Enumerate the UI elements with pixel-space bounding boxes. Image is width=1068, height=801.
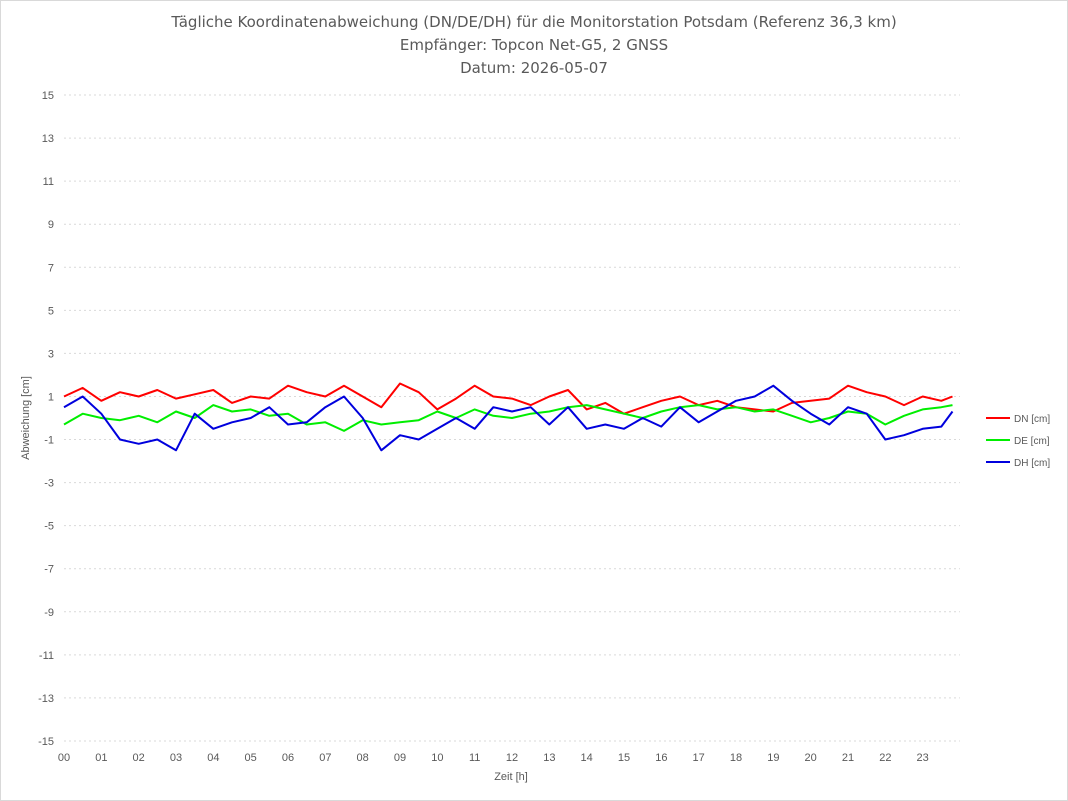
legend-label: DN [cm] (1014, 414, 1050, 425)
x-tick-label: 18 (730, 752, 742, 764)
x-tick-label: 22 (879, 752, 891, 764)
y-tick-label: -5 (44, 521, 54, 533)
y-tick-label: -3 (44, 478, 54, 490)
chart-title-line-3: Datum: 2026-05-07 (460, 59, 608, 77)
x-tick-label: 13 (543, 752, 555, 764)
legend-label: DH [cm] (1014, 458, 1050, 469)
legend-label: DE [cm] (1014, 436, 1050, 447)
y-tick-label: 11 (43, 176, 54, 188)
x-tick-label: 17 (693, 752, 705, 764)
chart-title-line-1: Tägliche Koordinatenabweichung (DN/DE/DH… (171, 13, 897, 31)
y-tick-label: 15 (42, 90, 54, 102)
x-tick-label: 20 (805, 752, 817, 764)
x-tick-label: 16 (655, 752, 667, 764)
y-tick-label: 13 (42, 133, 54, 145)
y-tick-label: -13 (38, 693, 54, 705)
chart-title-line-2: Empfänger: Topcon Net-G5, 2 GNSS (399, 36, 669, 54)
x-tick-label: 00 (58, 752, 70, 764)
y-tick-label: 5 (48, 305, 54, 317)
x-tick-label: 21 (842, 752, 854, 764)
y-tick-label: -15 (38, 736, 54, 748)
y-tick-label: -11 (39, 650, 54, 662)
x-tick-label: 14 (581, 752, 593, 764)
series-line-de (63, 404, 953, 432)
x-tick-label: 12 (506, 752, 518, 764)
y-axis-label: Abweichung [cm] (20, 376, 32, 460)
x-tick-label: 10 (431, 752, 443, 764)
y-tick-label: 3 (48, 348, 54, 360)
x-tick-label: 02 (133, 752, 145, 764)
x-tick-label: 09 (394, 752, 406, 764)
x-tick-label: 23 (917, 752, 929, 764)
x-tick-label: 01 (95, 752, 107, 764)
y-tick-label: -9 (44, 607, 54, 619)
x-tick-label: 08 (357, 752, 369, 764)
y-tick-label: 7 (48, 262, 54, 274)
y-tick-label: -1 (44, 435, 54, 447)
y-tick-label: 9 (48, 219, 54, 231)
x-tick-label: 04 (207, 752, 219, 764)
series-line-dh (63, 384, 954, 452)
x-tick-label: 03 (170, 752, 182, 764)
y-tick-label: -7 (44, 564, 54, 576)
x-tick-label: 11 (469, 752, 480, 764)
x-tick-label: 19 (767, 752, 779, 764)
x-axis-label: Zeit [h] (494, 771, 528, 783)
x-tick-label: 07 (319, 752, 331, 764)
series-line-dn (63, 382, 953, 415)
x-tick-label: 06 (282, 752, 294, 764)
x-tick-label: 15 (618, 752, 630, 764)
x-tick-label: 05 (245, 752, 257, 764)
y-tick-label: 1 (48, 391, 54, 403)
